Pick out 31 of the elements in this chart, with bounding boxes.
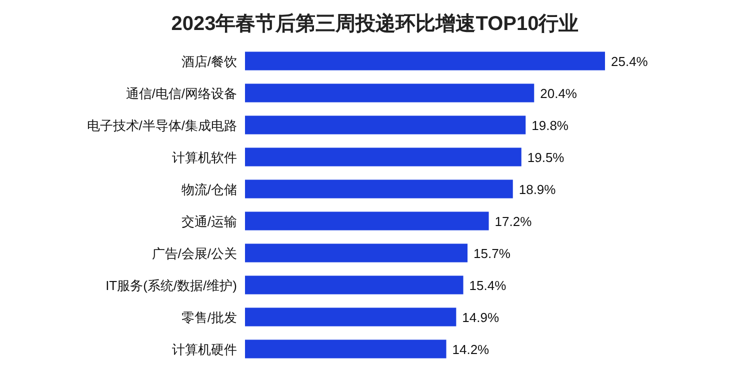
bar	[245, 84, 534, 102]
data-label: 20.4%	[540, 86, 578, 101]
data-label: 18.9%	[518, 182, 556, 197]
data-label: 17.2%	[494, 214, 532, 229]
data-label: 19.8%	[532, 118, 569, 133]
bar	[245, 116, 526, 134]
bar	[245, 148, 522, 166]
bar	[245, 276, 464, 294]
bar	[245, 212, 489, 230]
y-tick-label: 广告/会展/公关	[152, 246, 237, 261]
bar	[245, 308, 456, 326]
bar	[245, 180, 513, 198]
y-tick-label: 物流/仓储	[181, 182, 237, 197]
data-label: 15.4%	[469, 278, 507, 293]
y-tick-label: 通信/电信/网络设备	[126, 86, 237, 101]
y-tick-label: 零售/批发	[181, 310, 237, 325]
data-label: 25.4%	[611, 54, 648, 69]
bar	[245, 340, 446, 358]
y-tick-label: 计算机软件	[172, 150, 237, 165]
bar	[245, 52, 605, 70]
data-label: 15.7%	[474, 246, 511, 261]
y-tick-label: 酒店/餐饮	[181, 54, 237, 69]
data-label: 19.5%	[527, 150, 565, 165]
data-label: 14.2%	[452, 342, 490, 357]
y-tick-label: 交通/运输	[181, 214, 237, 229]
chart-title: 2023年春节后第三周投递环比增速TOP10行业	[171, 12, 579, 35]
y-tick-label: 计算机硬件	[172, 342, 237, 357]
y-tick-label: 电子技术/半导体/集成电路	[86, 118, 237, 133]
bar	[245, 244, 468, 262]
y-tick-label: IT服务(系统/数据/维护)	[106, 278, 237, 293]
data-label: 14.9%	[462, 310, 500, 325]
